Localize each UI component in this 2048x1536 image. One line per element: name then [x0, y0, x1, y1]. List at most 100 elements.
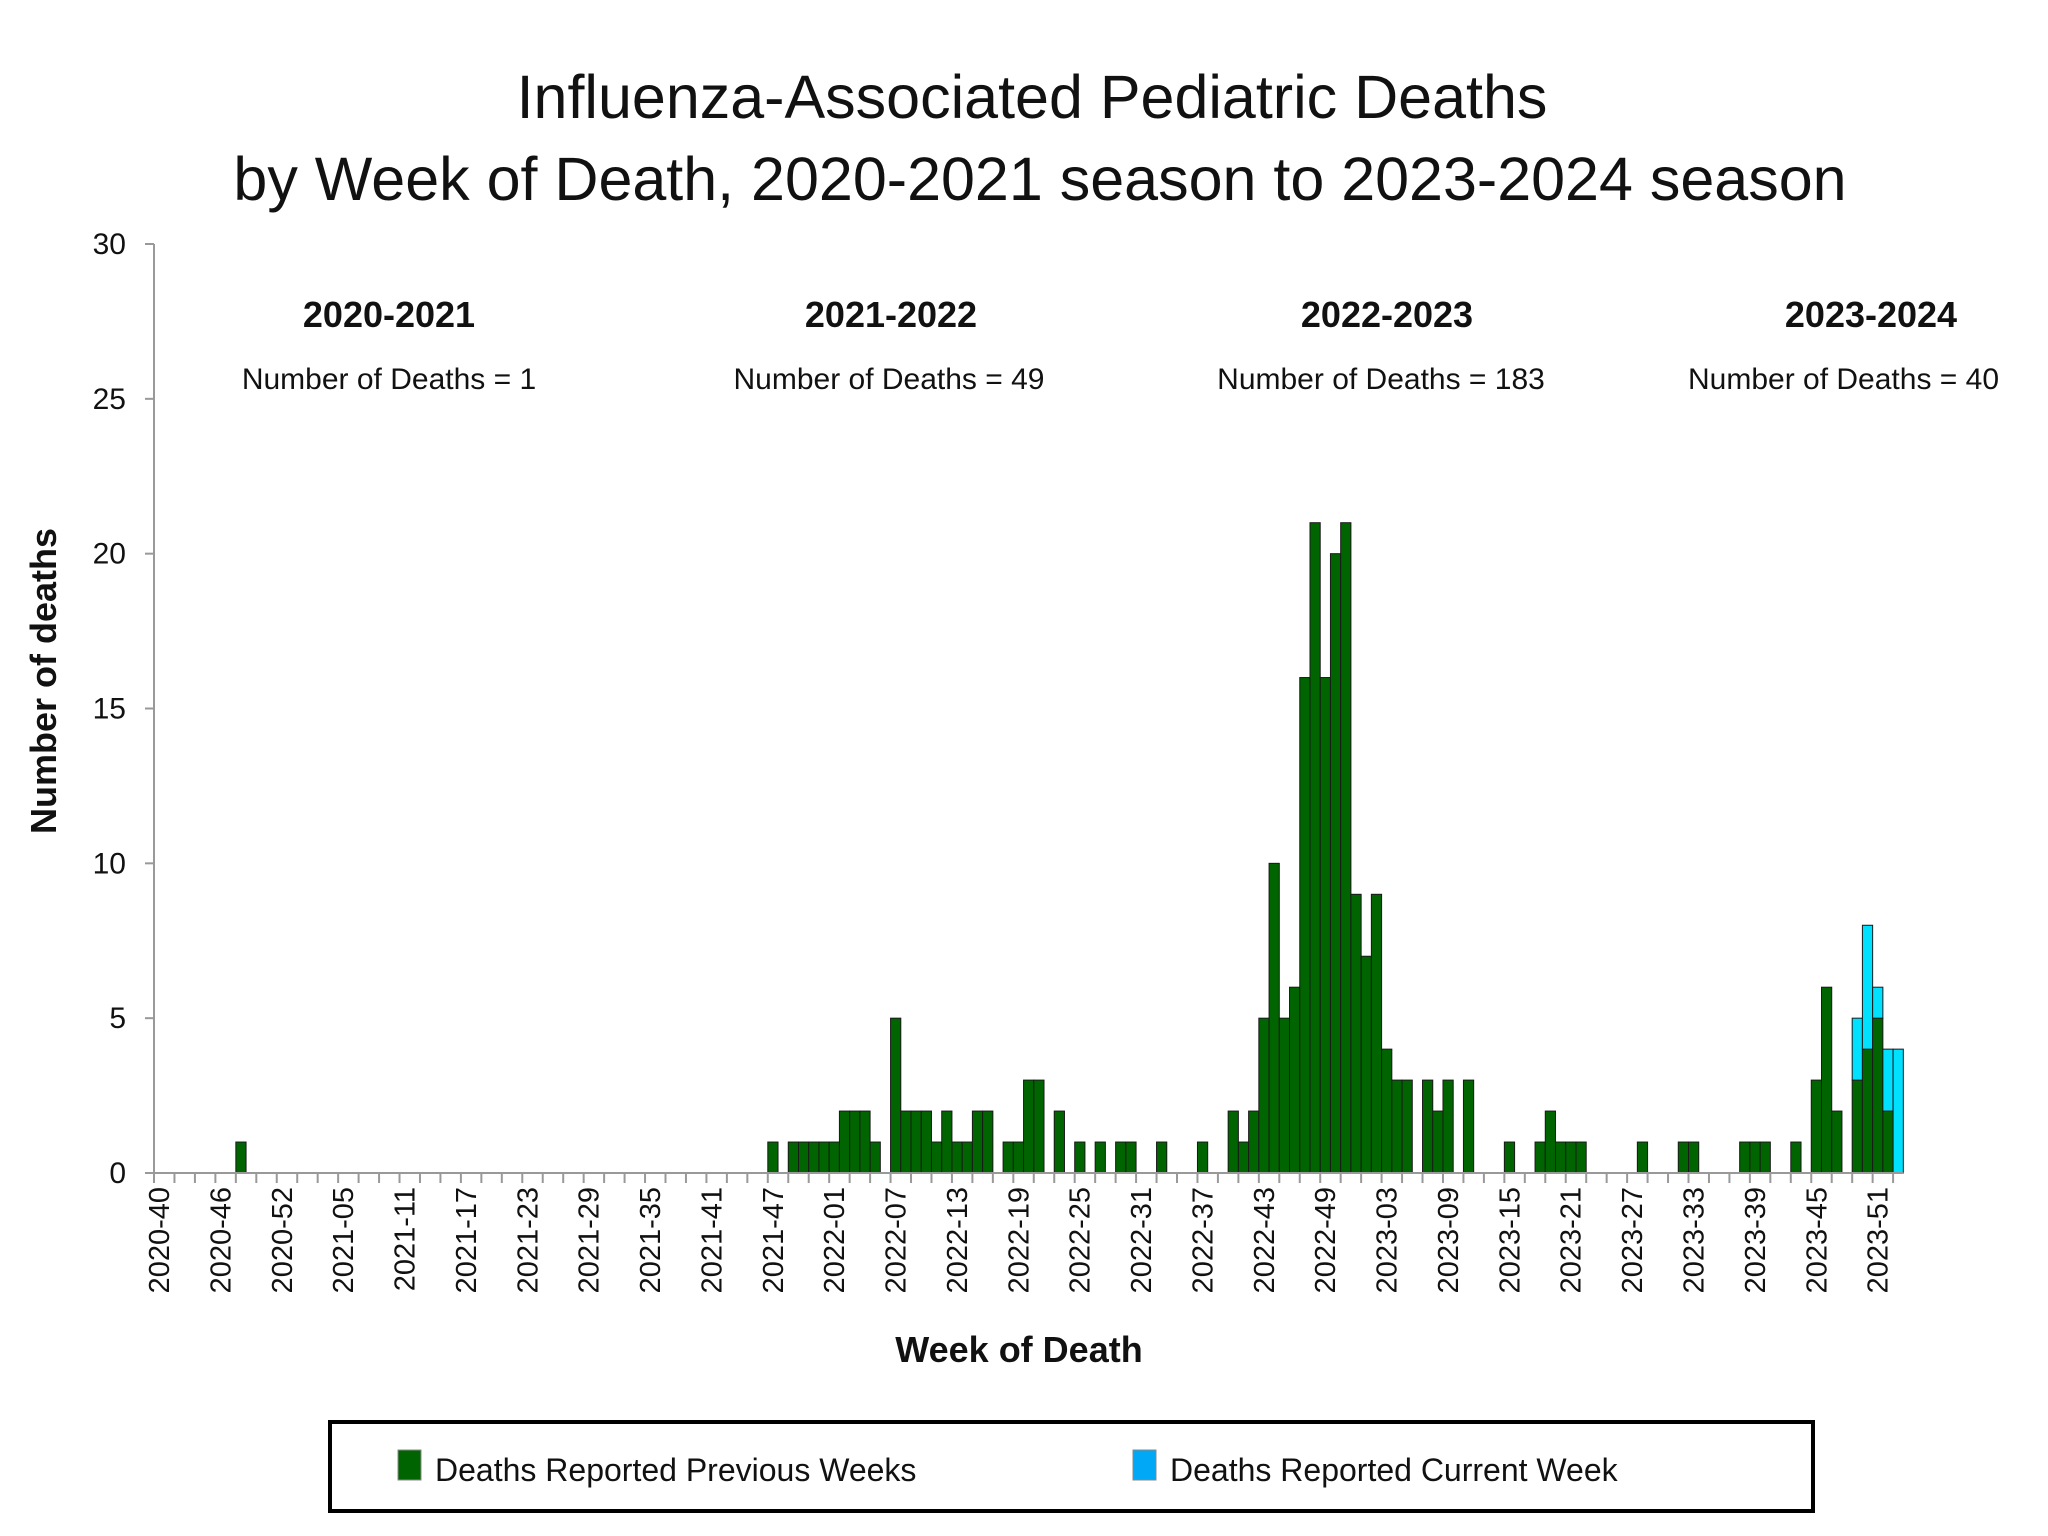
bar-current-week [1892, 1048, 1904, 1174]
bar-previous-weeks [849, 1110, 861, 1174]
y-tick-label: 20 [93, 538, 126, 571]
legend-swatch-previous-weeks [397, 1449, 422, 1481]
x-tick-label: 2020-40 [144, 1187, 176, 1293]
bar-previous-weeks [1381, 1048, 1393, 1174]
bar-previous-weeks [930, 1141, 943, 1174]
bar-previous-weeks [1759, 1141, 1771, 1174]
y-tick-label: 0 [109, 1157, 126, 1190]
x-tick-label: 2023-15 [1494, 1187, 1526, 1293]
y-tick-labels: 0 5 10 15 20 25 30 [93, 228, 126, 1190]
chart-title-line-1: Influenza-Associated Pediatric Deaths [517, 63, 1548, 131]
x-tick-label: 2023-45 [1801, 1187, 1833, 1293]
bar-previous-weeks [900, 1110, 912, 1174]
x-tick-label: 2020-52 [267, 1187, 299, 1293]
bar-previous-weeks [1810, 1079, 1822, 1174]
bar-previous-weeks [1074, 1141, 1086, 1174]
bar-previous-weeks [1739, 1141, 1751, 1174]
bar-previous-weeks [1156, 1141, 1168, 1174]
bar-previous-weeks [869, 1141, 881, 1174]
bar-previous-weeks [1391, 1079, 1403, 1174]
bar-previous-weeks [1882, 1110, 1894, 1174]
bar-previous-weeks [838, 1110, 851, 1174]
x-tick-label: 2022-49 [1310, 1187, 1342, 1293]
bar-previous-weeks [859, 1110, 871, 1174]
bar-previous-weeks [890, 1017, 902, 1174]
bar-previous-weeks [961, 1141, 973, 1174]
bar-current-week [1882, 1048, 1894, 1112]
bar-previous-weeks [971, 1110, 984, 1174]
bar-previous-weeks [1053, 1110, 1065, 1174]
season-death-count: Number of Deaths = 1 [242, 363, 536, 396]
chart-title-line-2: by Week of Death, 2020-2021 season to 20… [233, 145, 1846, 213]
x-tick-label: 2022-07 [881, 1187, 913, 1293]
bar-previous-weeks [910, 1110, 922, 1174]
bar-previous-weeks [1340, 522, 1352, 1174]
bar-current-week [1872, 986, 1884, 1019]
x-tick-label: 2022-19 [1003, 1187, 1035, 1293]
x-tick-label: 2022-37 [1187, 1187, 1219, 1293]
bar-previous-weeks [1544, 1110, 1557, 1174]
bar-previous-weeks [1462, 1079, 1475, 1174]
season-death-count: Number of Deaths = 40 [1688, 363, 1999, 396]
season-annotations: 2020-2021 Number of Deaths = 1 2021-2022… [242, 294, 1999, 396]
x-tick-label: 2022-25 [1065, 1187, 1097, 1293]
bar-previous-weeks [235, 1141, 247, 1174]
bar-previous-weeks [1565, 1141, 1577, 1174]
y-tick-label: 25 [93, 383, 126, 416]
season-label: 2023-2024 [1785, 294, 1957, 335]
legend-swatch-current-week [1132, 1449, 1157, 1481]
x-tick-label: 2023-51 [1863, 1187, 1895, 1293]
x-tick-label: 2021-41 [696, 1187, 728, 1293]
season-label: 2021-2022 [805, 294, 977, 335]
bar-previous-weeks [1115, 1141, 1127, 1174]
x-tick-label: 2021-23 [512, 1187, 544, 1293]
bar-previous-weeks [1125, 1141, 1137, 1174]
y-axis-label: Number of deaths [23, 528, 64, 834]
season-label: 2022-2023 [1301, 294, 1473, 335]
legend: Deaths Reported Previous Weeks Deaths Re… [328, 1420, 1815, 1513]
x-tick-label: 2020-46 [205, 1187, 237, 1293]
y-tick-label: 15 [93, 693, 126, 726]
bar-previous-weeks [1432, 1110, 1444, 1174]
season-label: 2020-2021 [303, 294, 475, 335]
bar-previous-weeks [1237, 1141, 1250, 1174]
bar-current-week [1861, 924, 1874, 1050]
bar-previous-weeks [1790, 1141, 1802, 1174]
axes [145, 243, 1904, 1183]
bar-previous-weeks [1319, 677, 1331, 1174]
x-tick-label: 2022-31 [1126, 1187, 1158, 1293]
x-tick-label: 2023-27 [1617, 1187, 1649, 1293]
y-tick-label: 5 [109, 1002, 126, 1035]
bar-previous-weeks [1820, 986, 1833, 1174]
bar-previous-weeks [1831, 1110, 1843, 1174]
bar-previous-weeks [920, 1110, 932, 1174]
bar-previous-weeks [982, 1110, 994, 1174]
bar-previous-weeks [1636, 1141, 1649, 1174]
bar-previous-weeks [1422, 1079, 1434, 1174]
bar-previous-weeks [1278, 1017, 1291, 1174]
bar-previous-weeks [1575, 1141, 1587, 1174]
bar-previous-weeks [1329, 553, 1342, 1174]
bar-previous-weeks [1196, 1141, 1209, 1174]
x-tick-labels: 2020-40 2020-46 2020-52 2021-05 2021-11 2021-… [144, 1187, 1895, 1293]
legend-box [328, 1420, 1815, 1513]
bar-previous-weeks [828, 1141, 840, 1174]
x-tick-label: 2022-43 [1249, 1187, 1281, 1293]
bar-previous-weeks [1023, 1079, 1035, 1174]
x-tick-label: 2021-11 [390, 1187, 422, 1291]
bar-previous-weeks [797, 1141, 810, 1174]
x-tick-label: 2023-33 [1679, 1187, 1711, 1293]
bar-previous-weeks [1688, 1141, 1700, 1174]
bar-previous-weeks [1268, 862, 1280, 1174]
bar-current-week [1851, 1017, 1863, 1081]
bar-previous-weeks [1094, 1141, 1106, 1174]
season-death-count: Number of Deaths = 49 [733, 363, 1044, 396]
bar-previous-weeks [1002, 1141, 1014, 1174]
bar-previous-weeks [1227, 1110, 1239, 1174]
x-tick-label: 2023-39 [1740, 1187, 1772, 1293]
bar-previous-weeks [1299, 677, 1311, 1174]
bar-previous-weeks [1401, 1079, 1413, 1174]
bar-previous-weeks [1309, 522, 1321, 1174]
bar-previous-weeks [1749, 1141, 1761, 1174]
x-tick-label: 2021-29 [574, 1187, 606, 1293]
